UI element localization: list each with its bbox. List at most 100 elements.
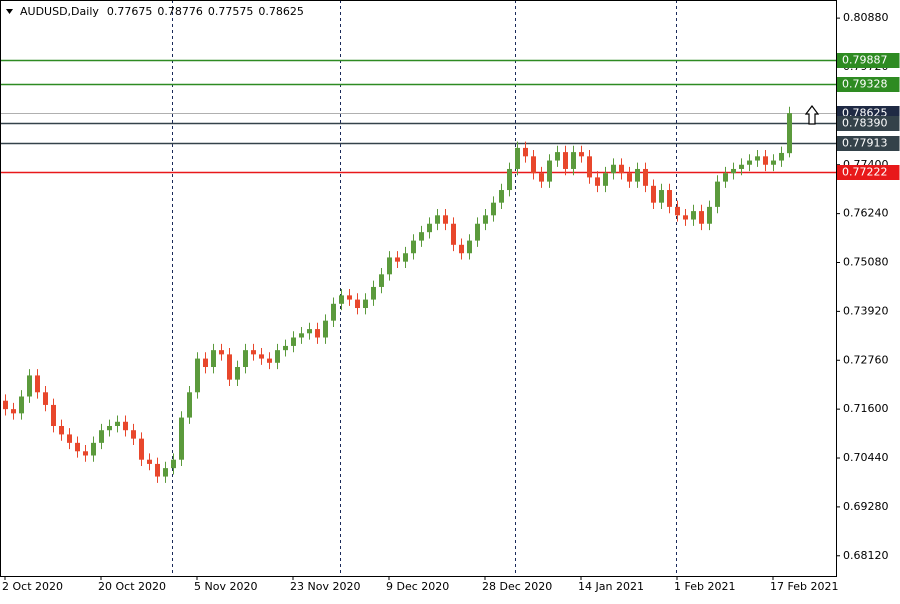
candle-body xyxy=(579,152,584,157)
candle-body xyxy=(547,160,552,182)
y-tick-label: 0.69280 xyxy=(843,500,889,513)
candle-body xyxy=(483,215,488,224)
candle-body xyxy=(427,223,432,233)
header-text: AUDUSD,Daily 0.77675 0.78776 0.77575 0.78625 xyxy=(20,5,304,18)
candle-body xyxy=(667,190,672,207)
candle-body xyxy=(699,211,704,224)
candle-body xyxy=(355,299,360,309)
candle-body xyxy=(435,215,440,224)
candle-body xyxy=(635,168,640,182)
x-tick-label: 1 Feb 2021 xyxy=(674,580,735,593)
candle-body xyxy=(171,459,176,469)
high-value: 0.78776 xyxy=(157,5,203,18)
candle-body xyxy=(299,333,304,338)
candle-body xyxy=(115,421,120,426)
candle-body xyxy=(139,438,144,460)
candle-body xyxy=(651,185,656,203)
candle-body xyxy=(203,358,208,368)
candle-body xyxy=(283,345,288,351)
candle-body xyxy=(467,240,472,254)
candle-body xyxy=(235,367,240,380)
candle-body xyxy=(715,181,720,207)
candle-body xyxy=(531,156,536,174)
candle-body xyxy=(131,430,136,439)
candle-body xyxy=(691,211,696,220)
candle-body xyxy=(747,160,752,165)
x-tick-label: 20 Oct 2020 xyxy=(98,580,166,593)
candle-body xyxy=(291,337,296,346)
x-tick-label: 9 Dec 2020 xyxy=(386,580,449,593)
symbol: AUDUSD,Daily xyxy=(20,5,99,18)
candle-body xyxy=(707,206,712,224)
candle-body xyxy=(499,190,504,203)
candle-body xyxy=(771,160,776,165)
y-tick-label: 0.71600 xyxy=(843,402,889,415)
candle-body xyxy=(347,295,352,300)
candle-body xyxy=(659,190,664,203)
candle-body xyxy=(491,202,496,216)
candle-body xyxy=(739,164,744,169)
candle-body xyxy=(275,350,280,363)
candle-body xyxy=(331,303,336,321)
candle-body xyxy=(643,168,648,186)
candle-body xyxy=(411,240,416,254)
candle-body xyxy=(91,442,96,456)
close-value: 0.78625 xyxy=(258,5,304,18)
candle-body xyxy=(163,468,168,477)
candle-body xyxy=(603,173,608,186)
candle-body xyxy=(123,421,128,431)
candle-body xyxy=(451,223,456,245)
y-tick-label: 0.80880 xyxy=(843,11,889,24)
candle-body xyxy=(99,430,104,443)
candle-body xyxy=(43,392,48,405)
candle-body xyxy=(11,409,16,414)
candle-body xyxy=(195,358,200,393)
candle-body xyxy=(515,147,520,169)
candle-body xyxy=(155,463,160,477)
candle-body xyxy=(571,152,576,169)
candle-body xyxy=(147,459,152,464)
level-label: 0.78390 xyxy=(842,117,888,130)
candle-body xyxy=(563,152,568,169)
candle-body xyxy=(763,156,768,165)
candle-body xyxy=(323,320,328,338)
candle-body xyxy=(587,156,592,178)
candle-body xyxy=(779,152,784,161)
x-tick-label: 17 Feb 2021 xyxy=(770,580,838,593)
candle-body xyxy=(267,358,272,363)
x-tick-label: 5 Nov 2020 xyxy=(194,580,257,593)
level-label: 0.77913 xyxy=(842,137,888,150)
low-value: 0.77575 xyxy=(208,5,254,18)
header: AUDUSD,Daily 0.77675 0.78776 0.77575 0.78625 xyxy=(6,5,304,18)
candle-body xyxy=(611,164,616,174)
candle-body xyxy=(379,274,384,287)
x-tick-label: 2 Oct 2020 xyxy=(2,580,63,593)
candle-body xyxy=(35,375,40,393)
candle-body xyxy=(187,392,192,418)
candle-body xyxy=(259,354,264,359)
candle-body xyxy=(19,396,24,414)
candle-body xyxy=(755,156,760,161)
y-tick-label: 0.68120 xyxy=(843,549,889,562)
y-tick-label: 0.72760 xyxy=(843,353,889,366)
candle-body xyxy=(419,232,424,241)
menu-triangle xyxy=(6,9,13,14)
y-tick-label: 0.76240 xyxy=(843,207,889,220)
candle-body xyxy=(83,451,88,456)
candle-body xyxy=(683,215,688,220)
candle-body xyxy=(555,152,560,161)
candle-body xyxy=(27,375,32,397)
candle-body xyxy=(315,329,320,338)
candle-body xyxy=(51,404,56,426)
candle-body xyxy=(523,147,528,157)
candle-body xyxy=(67,434,72,443)
candle-body xyxy=(179,417,184,460)
open-value: 0.77675 xyxy=(107,5,153,18)
x-tick-label: 28 Dec 2020 xyxy=(482,580,552,593)
level-label: 0.79887 xyxy=(842,54,888,67)
candle-body xyxy=(595,177,600,186)
candle-body xyxy=(627,173,632,182)
y-tick-label: 0.73920 xyxy=(843,304,889,317)
